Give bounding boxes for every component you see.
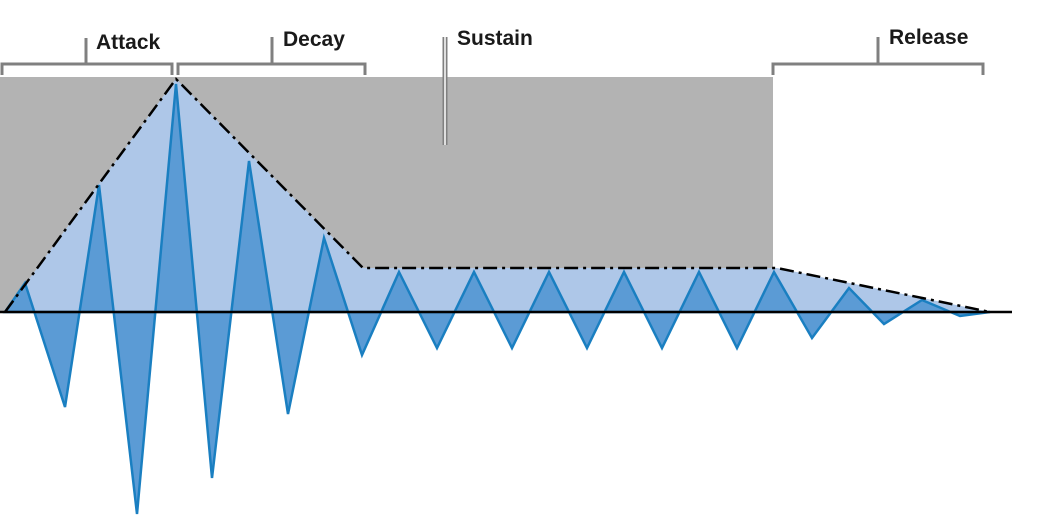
release-label: Release — [889, 26, 968, 49]
envelope-outline — [3, 77, 991, 314]
attack-label: Attack — [96, 31, 161, 54]
attack-bracket — [0, 38, 174, 75]
decay-label: Decay — [283, 28, 345, 51]
decay-bracket — [176, 37, 367, 75]
oscillating-waveform — [2, 83, 991, 515]
release-bracket — [771, 37, 985, 75]
sustain-label: Sustain — [457, 27, 533, 50]
